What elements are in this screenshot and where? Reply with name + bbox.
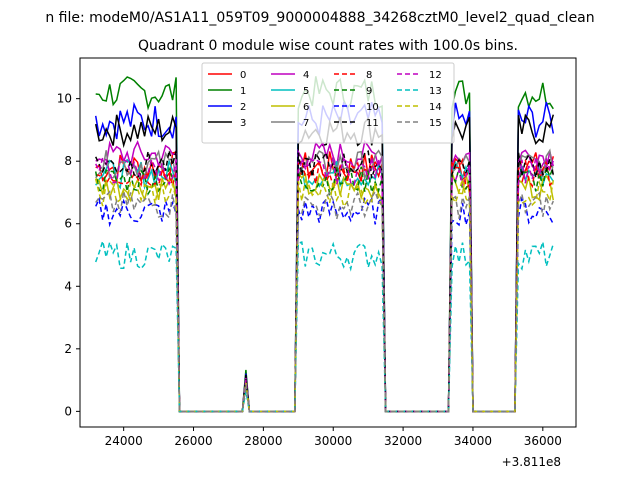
- legend-label-3: 3: [240, 118, 246, 129]
- x-tick-label: 30000: [314, 434, 352, 448]
- series-line-10: [95, 195, 554, 413]
- plot-frame: [79, 57, 577, 428]
- y-tick-label: 8: [64, 154, 72, 168]
- legend-label-14: 14: [429, 102, 442, 113]
- legend-label-9: 9: [366, 86, 372, 97]
- legend-label-4: 4: [303, 70, 309, 81]
- y-tick-label: 4: [64, 279, 72, 293]
- axes: 24000 26000 28000 30000 32000 34000 36000 0 2 4 6 8…: [57, 57, 577, 448]
- legend-label-11: 11: [366, 118, 379, 129]
- x-offset-text: +3.811e8: [502, 455, 561, 469]
- y-tick-label: 2: [64, 342, 72, 356]
- x-tick-label: 24000: [105, 434, 143, 448]
- series-line-14: [94, 178, 555, 413]
- legend-label-2: 2: [240, 102, 246, 113]
- series-line-15: [95, 190, 554, 413]
- x-tick-label: 26000: [174, 434, 212, 448]
- x-tick-label: 36000: [524, 434, 562, 448]
- legend-label-13: 13: [429, 86, 442, 97]
- y-tick-label: 6: [64, 217, 72, 231]
- legend-label-5: 5: [303, 86, 309, 97]
- legend-label-6: 6: [303, 102, 309, 113]
- y-tick-label: 10: [57, 92, 72, 106]
- chart-title: Quadrant 0 module wise count rates with …: [138, 38, 518, 54]
- figure-suptitle: n file: modeM0/AS1A11_059T09_9000004888_…: [45, 10, 594, 26]
- y-tick-label: 0: [64, 404, 72, 418]
- series-line-12: [95, 156, 554, 413]
- x-tick-label: 28000: [244, 434, 282, 448]
- legend-label-10: 10: [366, 102, 379, 113]
- legend-label-12: 12: [429, 70, 442, 81]
- legend-box: [201, 62, 455, 144]
- legend-label-7: 7: [303, 118, 309, 129]
- legend-label-0: 0: [240, 70, 246, 81]
- series-line-11: [95, 150, 555, 413]
- x-tick-label: 32000: [384, 434, 422, 448]
- legend-label-15: 15: [429, 118, 442, 129]
- x-tick-label: 34000: [454, 434, 492, 448]
- legend-label-8: 8: [366, 70, 372, 81]
- legend-label-1: 1: [240, 86, 246, 97]
